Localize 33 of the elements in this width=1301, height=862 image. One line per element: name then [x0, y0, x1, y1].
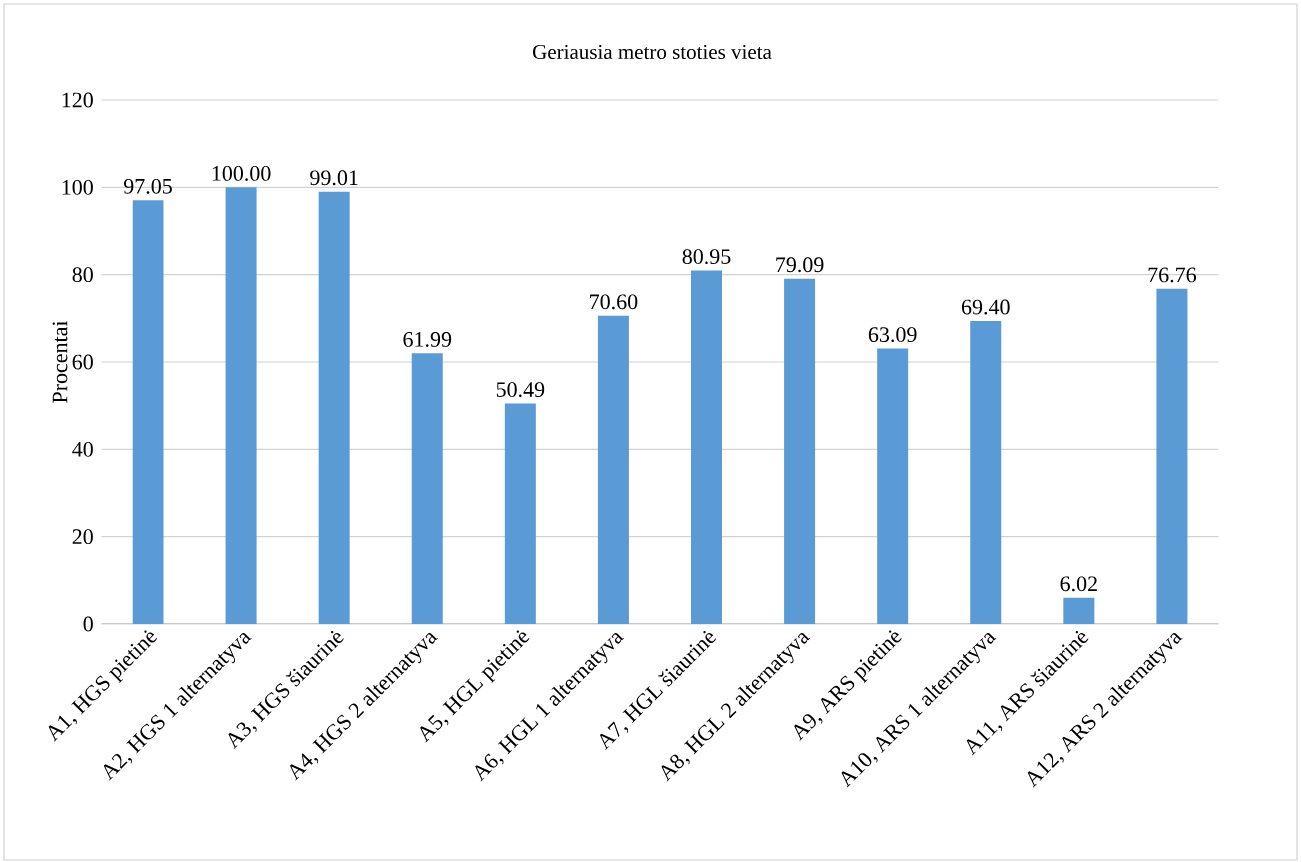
data-label: 61.99: [403, 332, 452, 347]
bar: [225, 187, 257, 624]
data-label: 63.09: [868, 327, 917, 343]
data-label: 79.09: [776, 257, 824, 273]
data-label: 97.05: [123, 178, 172, 194]
y-tick-label: 60: [72, 354, 93, 370]
y-tick-label: 120: [62, 92, 93, 108]
chart-title: Geriausia metro stoties vieta: [533, 44, 772, 60]
y-tick-label: 100: [62, 179, 93, 195]
bar: [1156, 288, 1188, 624]
data-label: 80.95: [682, 249, 731, 265]
bar: [597, 315, 629, 624]
data-label: 100.00: [212, 166, 271, 181]
bar: [784, 278, 816, 624]
y-tick-label: 0: [83, 616, 93, 632]
y-tick-label: 20: [72, 529, 93, 545]
data-label: 50.49: [496, 382, 545, 398]
data-label: 69.40: [961, 299, 1010, 315]
bar: [318, 191, 350, 624]
bar: [132, 200, 164, 624]
bar: [1063, 597, 1095, 624]
bar: [970, 320, 1002, 624]
y-tick-label: 80: [72, 267, 93, 283]
data-label: 70.60: [590, 294, 638, 310]
bar: [877, 348, 909, 624]
bar: [504, 403, 536, 624]
data-label: 76.76: [1148, 267, 1197, 283]
data-label: 99.01: [310, 170, 358, 186]
bar: [691, 270, 723, 624]
y-axis-title: Procentai: [52, 320, 68, 403]
data-label: 6.02: [1060, 576, 1097, 592]
bar: [411, 353, 443, 624]
y-tick-label: 40: [72, 441, 93, 457]
